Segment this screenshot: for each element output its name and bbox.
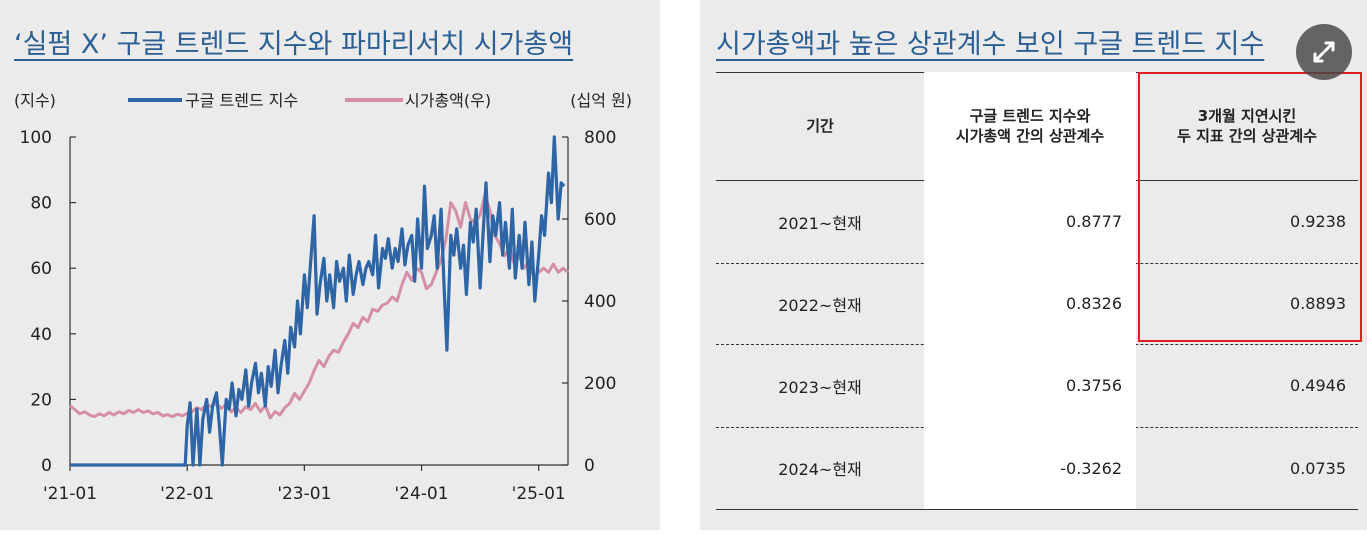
left-tick-label: 40: [30, 325, 52, 345]
header-period: 기간: [716, 72, 924, 180]
chart-title: ‘실펌 X’ 구글 트렌드 지수와 파마리서치 시가총액: [14, 29, 574, 60]
x-tick-label: '23-01: [277, 484, 331, 504]
header-lagged-correlation: 3개월 지연시킨 두 지표 간의 상관계수: [1136, 72, 1358, 180]
expand-arrows-icon: [1313, 41, 1335, 63]
x-tick-label: '24-01: [394, 484, 448, 504]
table-header-row: 기간 구글 트렌드 지수와 시가총액 간의 상관계수 3개월 지연시킨 두 지표…: [716, 72, 1358, 180]
row-correlation: -0.3262: [924, 427, 1136, 509]
row-lagged-correlation: 0.9238: [1290, 212, 1346, 231]
header-correlation: 구글 트렌드 지수와 시가총액 간의 상관계수: [924, 72, 1136, 180]
row-correlation: 0.8326: [924, 263, 1136, 344]
legend-label-trend: 구글 트렌드 지수: [185, 91, 298, 110]
x-tick-label: '21-01: [43, 484, 97, 504]
table-row: 2022~현재 0.8326 0.8893: [716, 263, 1358, 344]
expand-button[interactable]: [1296, 24, 1352, 80]
table-row: 2021~현재 0.8777 0.9238: [716, 180, 1358, 263]
highlight-box: [1138, 72, 1362, 342]
x-tick-label: '22-01: [160, 484, 214, 504]
right-tick-label: 400: [584, 292, 616, 312]
table-panel: 시가총액과 높은 상관계수 보인 구글 트렌드 지수 기간 구글 트렌드 지수와…: [700, 0, 1367, 530]
legend-label-mcap: 시가총액(우): [405, 91, 491, 110]
left-tick-label: 0: [41, 456, 52, 476]
row-lagged-correlation: 0.4946: [1290, 376, 1346, 395]
header-correlation-line2: 시가총액 간의 상관계수: [955, 127, 1105, 145]
header-lagged-line1: 3개월 지연시킨: [1197, 107, 1297, 125]
correlation-table: 기간 구글 트렌드 지수와 시가총액 간의 상관계수 3개월 지연시킨 두 지표…: [716, 72, 1358, 512]
row-lagged-correlation: 0.8893: [1290, 294, 1346, 313]
table-row: 2023~현재 0.3756 0.4946: [716, 344, 1358, 427]
right-tick-label: 200: [584, 374, 616, 394]
line-chart: (지수) (십억 원) 구글 트렌드 지수 시가총액(우) 0 20 40 60 80 100 0 2…: [14, 91, 632, 504]
row-lagged-correlation: 0.0735: [1290, 458, 1346, 478]
chart-panel: ‘실펌 X’ 구글 트렌드 지수와 파마리서치 시가총액 (지수) (십억 원) 구…: [0, 0, 660, 530]
row-correlation: 0.8777: [924, 180, 1136, 263]
left-axis-unit: (지수): [14, 91, 56, 110]
table-bottom-rule: [716, 509, 1358, 510]
left-tick-label: 100: [20, 128, 52, 148]
row-period: 2024~현재: [778, 460, 862, 479]
table-title: 시가총액과 높은 상관계수 보인 구글 트렌드 지수: [716, 29, 1265, 60]
row-period: 2023~현재: [778, 377, 862, 397]
left-tick-label: 80: [30, 194, 52, 214]
right-tick-label: 800: [584, 128, 616, 148]
row-correlation: 0.3756: [924, 344, 1136, 427]
table-row: 2024~현재 -0.3262 0.0735: [716, 427, 1358, 509]
row-period: 2022~현재: [778, 295, 862, 315]
x-tick-label: '25-01: [512, 484, 566, 504]
header-lagged-line2: 두 지표 간의 상관계수: [1177, 127, 1317, 145]
row-period: 2021~현재: [778, 213, 862, 233]
left-tick-label: 20: [30, 390, 52, 410]
header-period-label: 기간: [806, 117, 834, 135]
right-tick-label: 0: [584, 456, 595, 476]
series-line-trend: [70, 135, 566, 467]
right-tick-label: 600: [584, 210, 616, 230]
header-correlation-line1: 구글 트렌드 지수와: [969, 107, 1091, 125]
right-axis-unit: (십억 원): [570, 91, 632, 110]
left-tick-label: 60: [30, 259, 52, 279]
